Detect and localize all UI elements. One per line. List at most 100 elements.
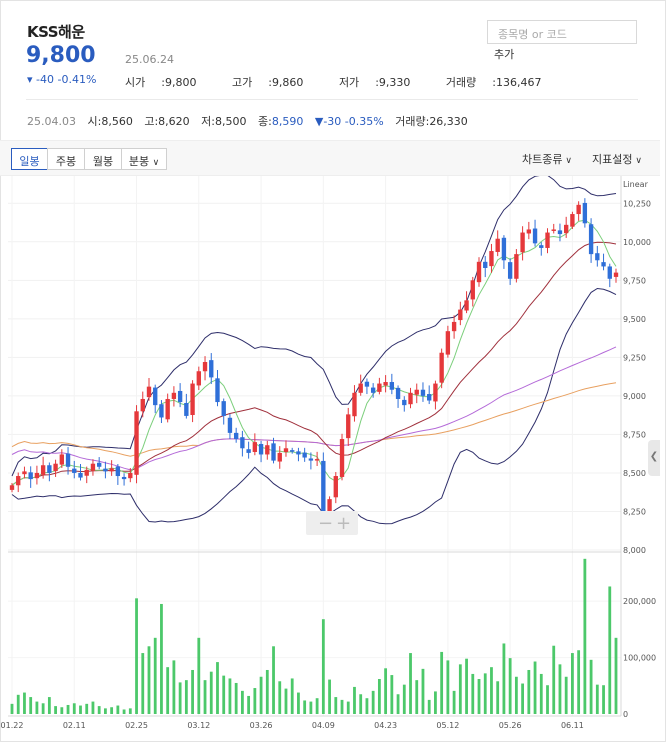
tab-daily[interactable]: 일봉 (11, 148, 48, 170)
candle-body (389, 382, 395, 390)
candle-body (383, 382, 388, 386)
chart-type-menu[interactable]: 차트종류 ∨ (522, 153, 572, 166)
candle-change: -30 -0.35% (323, 115, 384, 128)
candle-body (346, 414, 351, 439)
bollinger-upper-line (11, 176, 617, 477)
candle-body (121, 476, 127, 480)
candle-body (514, 254, 519, 279)
candle-body (520, 232, 525, 253)
bollinger-bands (11, 176, 617, 525)
candle-body (84, 469, 89, 476)
zoom-in-icon[interactable]: + (336, 513, 351, 534)
candle-body (364, 381, 370, 387)
volume-bar (178, 682, 182, 714)
volume-bar (91, 701, 95, 714)
candle-body (377, 383, 382, 392)
indicator-menu[interactable]: 지표설정 ∨ (592, 153, 642, 166)
candle-volume: 26,330 (429, 115, 468, 128)
tab-monthly[interactable]: 월봉 (84, 148, 122, 170)
candle-body (358, 383, 363, 393)
candle-body (501, 237, 507, 261)
volume-bar (602, 685, 605, 714)
candle-body (507, 262, 513, 279)
bollinger-lower-line (11, 287, 617, 525)
candle-body (290, 450, 295, 452)
volume-bar (197, 637, 201, 714)
side-panel-toggle[interactable]: ❮ (648, 440, 660, 476)
x-tick-label: 05.12 (436, 721, 459, 730)
y-tick-label: 9,250 (623, 353, 646, 362)
volume-bar (409, 653, 412, 714)
x-tick-label: 01.22 (1, 721, 24, 730)
volume-bar (184, 680, 188, 714)
divider (26, 99, 638, 100)
candle-body (28, 472, 33, 480)
price-change-value: -40 -0.41% (36, 73, 97, 86)
candle-body (221, 401, 226, 416)
candle-body (16, 476, 21, 486)
candle-body (420, 389, 426, 396)
volume-bar (384, 668, 388, 714)
candle-body (433, 383, 438, 402)
y-tick-label: 10,250 (623, 199, 651, 208)
volume-bar (508, 658, 512, 714)
candle-body (327, 499, 332, 512)
volume-bar (79, 705, 82, 714)
volume-bar (353, 686, 356, 714)
ma120-line (11, 382, 617, 457)
volume-bar (334, 697, 338, 714)
volume-bar (234, 682, 238, 714)
volume-bar (191, 669, 194, 714)
candle-body (314, 459, 320, 461)
volume-bar (47, 697, 51, 714)
candle-body (458, 309, 463, 321)
stat-volume: 거래량:136,467 (445, 76, 542, 89)
candle-body (202, 361, 208, 372)
volume-bar (297, 692, 300, 714)
volume-bar (365, 698, 369, 714)
zoom-control[interactable]: − + (306, 511, 358, 535)
y-tick-label: 9,500 (623, 315, 646, 324)
candle-body (613, 272, 619, 277)
down-triangle-icon: ▼ (314, 115, 324, 128)
volume-bar (502, 643, 506, 714)
candle-body (59, 454, 64, 465)
volume-bar (595, 684, 599, 714)
volume-bar (315, 698, 319, 714)
candle-body (470, 280, 475, 300)
volume-bar (104, 708, 107, 714)
volume-bar (415, 680, 419, 714)
candle-body (96, 462, 102, 467)
stock-chart[interactable]: Linear 8,000 8,250 8,500 8,750 9,000 9,250 9,50… (0, 176, 666, 742)
volume-bar (533, 661, 537, 714)
candle-body (339, 439, 345, 477)
quote-stats: 시가:9,800 고가:9,860 저가:9,330 거래량:136,467 (125, 74, 574, 90)
volume-bar (346, 701, 350, 714)
stock-search-input[interactable]: 종목명 or 코드 (487, 20, 637, 44)
volume-bar (608, 586, 612, 714)
volume-bar (427, 699, 431, 714)
candle-body (464, 300, 469, 311)
volume-bar (583, 558, 587, 714)
candle-body (551, 229, 556, 231)
volume-bar (377, 679, 381, 714)
candle-body (439, 352, 444, 383)
chevron-down-icon: ∨ (562, 156, 572, 166)
tab-weekly[interactable]: 주봉 (47, 148, 85, 170)
chevron-down-icon: ∨ (632, 156, 642, 166)
candle-body (414, 389, 419, 395)
volume-bar (222, 675, 226, 714)
candle-body (103, 468, 108, 472)
x-tick-label: 04.09 (312, 721, 335, 730)
candle-body (34, 472, 40, 479)
y-tick-label: 8,500 (623, 469, 646, 478)
moving-averages (11, 219, 617, 486)
add-button[interactable]: 추가 (494, 48, 515, 61)
volume-bar (66, 704, 70, 714)
zoom-out-icon[interactable]: − (318, 513, 333, 534)
tab-minute[interactable]: 분봉 ∨ (121, 148, 167, 170)
candle-body (483, 261, 488, 268)
volume-bar (216, 662, 219, 714)
volume-bar (122, 709, 126, 714)
candle-body (115, 466, 121, 477)
